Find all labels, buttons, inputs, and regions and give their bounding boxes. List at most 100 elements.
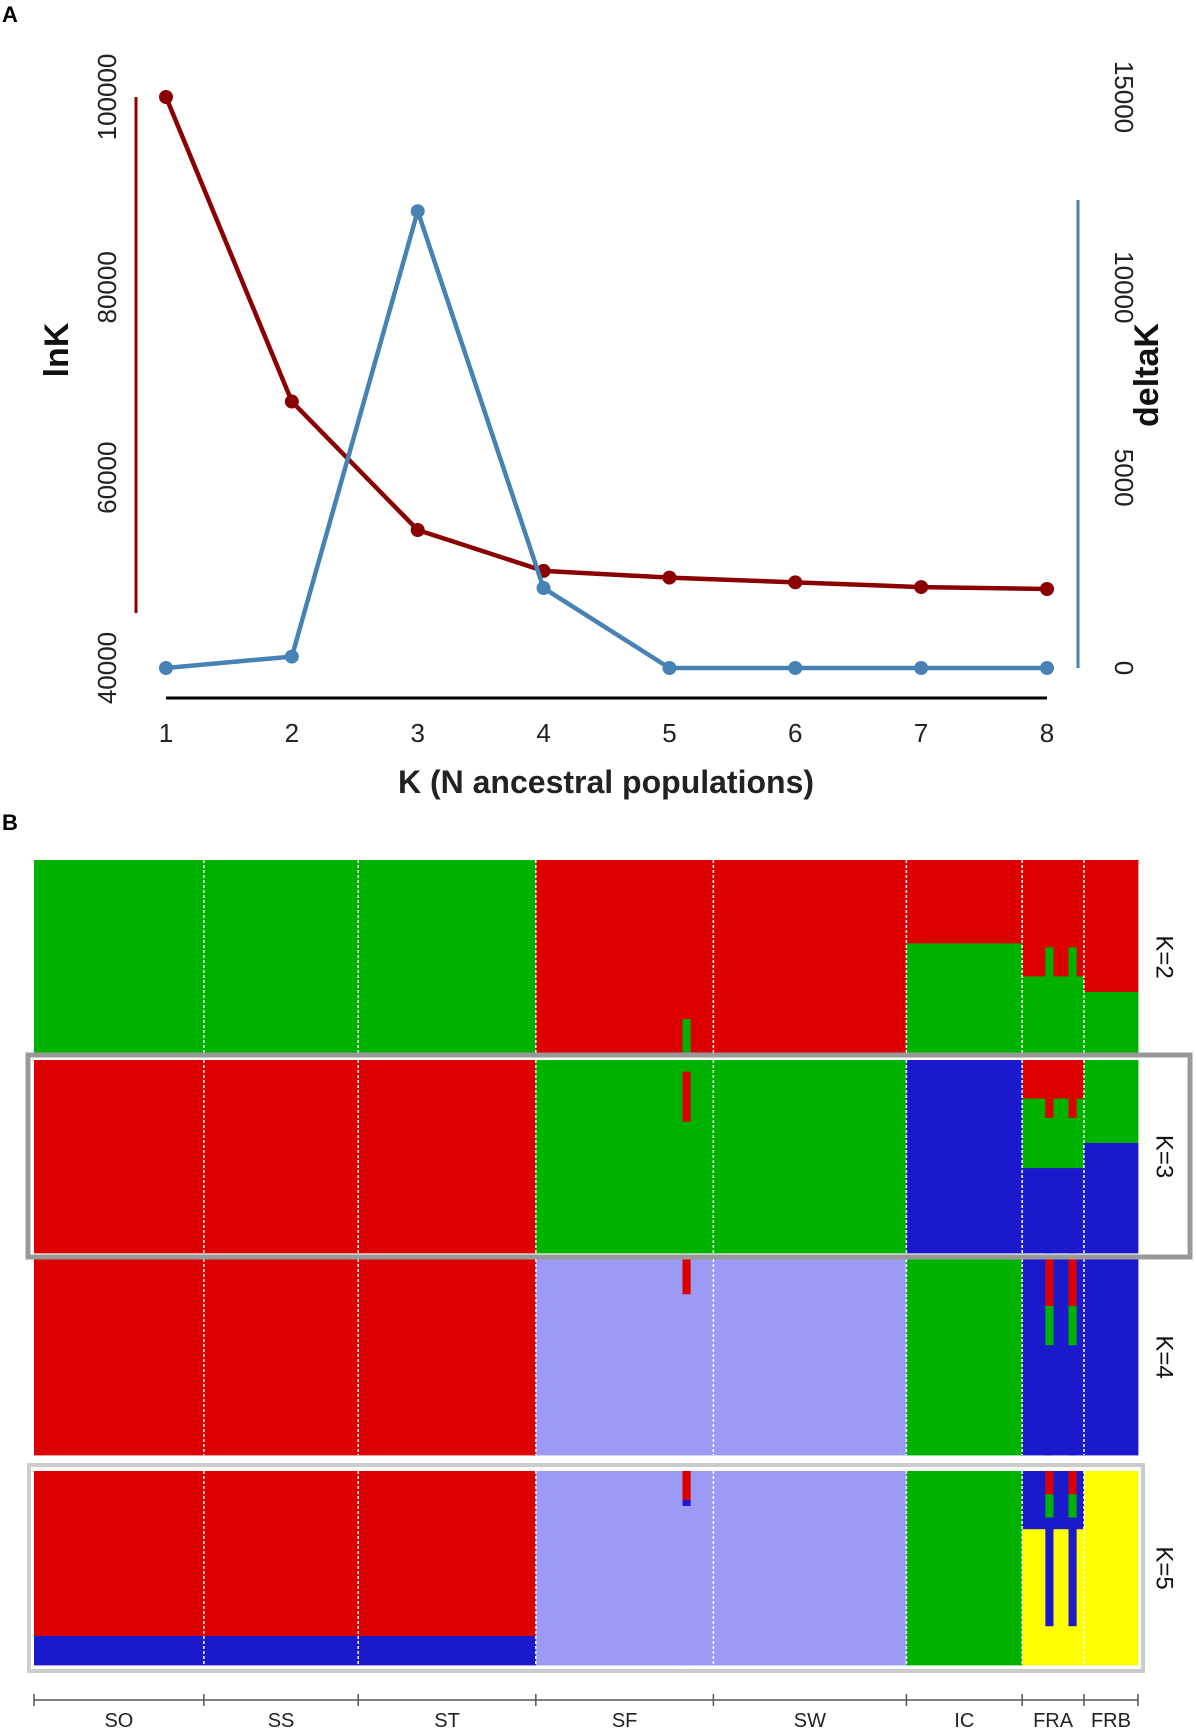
lnk-axis-title: lnK bbox=[38, 322, 76, 377]
ancestry-bar-so bbox=[34, 1060, 205, 1254]
ancestry-bar-sf bbox=[682, 1071, 691, 1123]
ancestry-bar-sw bbox=[713, 1060, 907, 1254]
lnK-series-line bbox=[163, 96, 1048, 592]
ancestry-bar-sf bbox=[682, 1121, 691, 1254]
ancestry-bar-ss bbox=[203, 1259, 359, 1456]
lnk-tick-label: 40000 bbox=[92, 632, 122, 704]
ancestry-bar-sf bbox=[682, 1060, 691, 1072]
deltak-tick-label: 5000 bbox=[1109, 449, 1139, 507]
ancestry-bar-fra bbox=[1068, 1168, 1077, 1254]
group-label-ic: IC bbox=[954, 1710, 974, 1732]
ancestry-bar-fra bbox=[1045, 1259, 1054, 1307]
ancestry-bar-fra bbox=[1068, 1060, 1077, 1119]
ancestry-bar-frb bbox=[1083, 991, 1139, 1055]
lnK-point bbox=[662, 570, 677, 585]
k-row-label: K=5 bbox=[1151, 1546, 1178, 1589]
x-tick-label: 8 bbox=[1040, 718, 1054, 748]
x-tick-label: 7 bbox=[914, 718, 928, 748]
ancestry-bar-st bbox=[358, 1060, 537, 1254]
ancestry-bar-frb bbox=[1083, 1259, 1139, 1456]
ancestry-bar-sf bbox=[682, 1471, 691, 1501]
ancestry-bar-sf bbox=[682, 1500, 691, 1507]
ancestry-bar-sf bbox=[682, 1505, 691, 1666]
group-label-fra: FRA bbox=[1033, 1710, 1074, 1732]
k3-highlight-box bbox=[25, 1052, 1193, 1260]
ancestry-bar-ss bbox=[203, 1471, 359, 1637]
ancestry-bar-fra bbox=[1045, 1471, 1054, 1495]
ancestry-bar-so bbox=[34, 1635, 205, 1666]
ancestry-bar-ic bbox=[906, 1259, 1023, 1456]
ancestry-bar-frb bbox=[1083, 1060, 1139, 1144]
lnK-point bbox=[284, 394, 299, 409]
k-row-label: K=2 bbox=[1151, 935, 1178, 978]
ancestry-bar-fra bbox=[1045, 1060, 1054, 1119]
ancestry-bar-so bbox=[34, 1471, 205, 1637]
ancestry-bar-fra bbox=[1068, 1259, 1077, 1307]
ancestry-bar-so bbox=[34, 1259, 205, 1456]
deltaK-point bbox=[1040, 661, 1054, 675]
ancestry-bar-ic bbox=[906, 1471, 1023, 1666]
ancestry-bar-fra bbox=[1068, 1306, 1077, 1346]
ancestry-bar-sw bbox=[713, 1259, 907, 1456]
deltaK-point bbox=[159, 661, 173, 675]
ancestry-bar-fra bbox=[1068, 1517, 1077, 1627]
panel-label-b: B bbox=[2, 810, 18, 835]
ancestry-bar-st bbox=[358, 1471, 537, 1637]
deltaK-point bbox=[662, 661, 677, 675]
ancestry-bar-fra bbox=[1068, 860, 1077, 948]
ancestry-bar-fra bbox=[1068, 947, 1077, 1055]
deltaK-point bbox=[788, 661, 803, 675]
lnk-tick-label: 100000 bbox=[92, 54, 122, 141]
ancestry-bar-ss bbox=[203, 1060, 359, 1254]
ancestry-bar-frb bbox=[1083, 1471, 1139, 1666]
group-label-so: SO bbox=[104, 1710, 133, 1732]
ancestry-bar-ic bbox=[906, 943, 1023, 1055]
x-tick-label: 6 bbox=[788, 718, 802, 748]
ancestry-bar-so bbox=[34, 860, 205, 1055]
group-label-ss: SS bbox=[268, 1710, 295, 1732]
deltaK-point bbox=[284, 649, 299, 664]
x-tick-label: 2 bbox=[285, 718, 299, 748]
ancestry-bar-fra bbox=[1045, 1117, 1054, 1169]
ancestry-bar-fra bbox=[1045, 1517, 1054, 1627]
deltaK-point bbox=[410, 204, 425, 219]
lnK-point bbox=[1040, 582, 1054, 597]
lnk-tick-label: 80000 bbox=[92, 251, 122, 323]
lnK-point bbox=[410, 523, 425, 538]
ancestry-bar-fra bbox=[1045, 860, 1054, 948]
ancestry-bar-fra bbox=[1068, 1626, 1077, 1666]
ancestry-bar-fra bbox=[1068, 1345, 1077, 1456]
ancestry-bar-fra bbox=[1068, 1494, 1077, 1518]
lnK-point bbox=[159, 90, 173, 104]
ancestry-bar-sf bbox=[682, 860, 691, 1020]
group-label-sf: SF bbox=[612, 1710, 638, 1732]
ancestry-bar-frb bbox=[1083, 1142, 1139, 1254]
k-row-label: K=3 bbox=[1151, 1135, 1178, 1178]
x-tick-label: 3 bbox=[410, 718, 424, 748]
ancestry-bar-ic bbox=[906, 1060, 1023, 1254]
ancestry-bar-ic bbox=[906, 860, 1023, 944]
k-row-label: K=4 bbox=[1151, 1335, 1178, 1378]
deltaK-point bbox=[536, 581, 551, 596]
ancestry-bar-frb bbox=[1083, 860, 1139, 993]
ancestry-bar-st bbox=[358, 860, 537, 1055]
panel-label-a: A bbox=[2, 2, 18, 27]
group-label-sw: SW bbox=[794, 1710, 826, 1732]
deltak-tick-label: 10000 bbox=[1109, 251, 1139, 323]
x-axis-title: K (N ancestral populations) bbox=[398, 764, 814, 800]
x-tick-label: 5 bbox=[662, 718, 676, 748]
k5-highlight-box bbox=[27, 1463, 1145, 1673]
deltak-axis-title: deltaK bbox=[1128, 323, 1166, 427]
ancestry-bar-fra bbox=[1045, 1626, 1054, 1666]
x-tick-label: 1 bbox=[159, 718, 173, 748]
ancestry-bar-sw bbox=[713, 860, 907, 1055]
lnk-tick-label: 60000 bbox=[92, 442, 122, 514]
ancestry-bar-fra bbox=[1068, 1471, 1077, 1495]
group-label-frb: FRB bbox=[1091, 1710, 1131, 1732]
ancestry-bar-sw bbox=[713, 1471, 907, 1666]
ancestry-bar-st bbox=[358, 1635, 537, 1666]
ancestry-bar-fra bbox=[1045, 1168, 1054, 1254]
lnK-point bbox=[914, 580, 929, 595]
deltak-tick-label: 15000 bbox=[1109, 61, 1139, 133]
